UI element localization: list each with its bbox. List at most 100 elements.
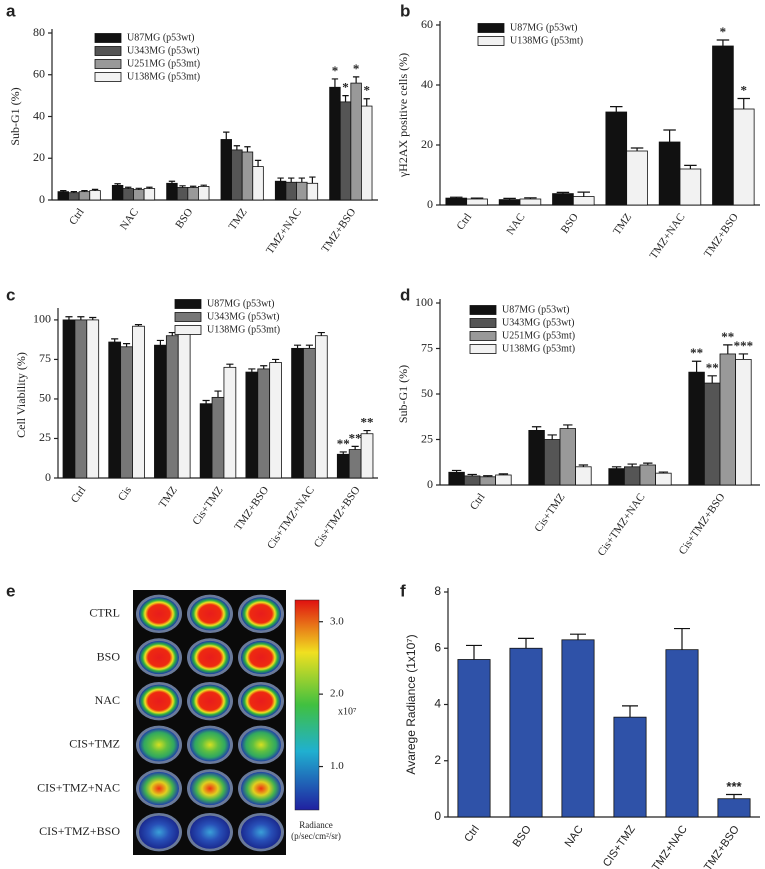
legend-swatch: [174, 312, 202, 322]
y-tick-label: 40: [33, 108, 45, 122]
bar-chart: 0 25 50 75 100 Sub-G1 (%) Ctrl Cis+TMZ Cis+TMZ+N…: [396, 295, 760, 558]
bar: [688, 371, 705, 486]
error-bar: [254, 159, 262, 167]
error-bar: [200, 184, 207, 187]
bar: [495, 474, 512, 486]
error-bar: [737, 97, 750, 109]
significance-label: *: [353, 61, 360, 76]
bar: [448, 471, 465, 486]
significance-label: **: [690, 345, 703, 360]
error-bar: [65, 316, 73, 320]
bar: [143, 188, 156, 201]
error-bar: [331, 78, 339, 88]
x-tick-label: Ctrl: [67, 206, 87, 227]
bar: [269, 362, 282, 479]
row-label: CIS+TMZ+NAC: [37, 780, 120, 794]
error-bar: [363, 429, 371, 434]
bar: [78, 191, 91, 201]
bar-chart: 0 2 4 6 8 Avarege Radiance (1x10⁷) Ctrl BSO NAC C…: [404, 584, 760, 869]
legend-label: U87MG (p53wt): [502, 304, 570, 315]
bar-chart: 0 25 50 75 100 Cell Viability (%) Ctrl Cis TMZ Ci…: [14, 298, 378, 551]
legend-label: U138MG (p53mt): [510, 35, 583, 46]
bar: [62, 319, 76, 479]
error-bar: [298, 177, 305, 183]
x-tick-label: TMZ+BSO: [702, 211, 741, 260]
bar: [187, 187, 199, 201]
error-bar: [189, 185, 197, 188]
bar: [291, 347, 304, 479]
bar: [350, 82, 362, 201]
bar: [658, 141, 681, 206]
error-bar: [726, 793, 742, 799]
error-bar: [60, 190, 67, 192]
bar: [199, 403, 213, 479]
x-tick-label: TMZ: [157, 484, 180, 510]
x-tick-label: Cis+TMZ+NAC: [596, 491, 648, 558]
x-tick-label: Ctrl: [69, 484, 89, 505]
well-signal: [190, 684, 230, 718]
legend-label: U343MG (p53wt): [207, 311, 280, 322]
well-signal: [190, 771, 230, 806]
error-bar: [277, 177, 284, 182]
error-bar: [77, 316, 85, 320]
bar: [132, 325, 145, 479]
y-tick-label: 40: [421, 77, 433, 91]
bar: [220, 139, 232, 201]
bar: [509, 647, 543, 818]
error-bar: [547, 434, 557, 440]
x-tick-label: Cis+TMZ+BSO: [677, 491, 728, 557]
legend-label: U138MG (p53mt): [207, 324, 280, 335]
bar: [717, 798, 751, 818]
legend-swatch: [469, 318, 497, 328]
bar: [348, 449, 362, 479]
x-tick-label: Ctrl: [462, 824, 482, 845]
x-tick-label: TMZ: [227, 206, 250, 232]
row-label: CIS+TMZ: [69, 737, 120, 751]
error-bar: [674, 627, 690, 650]
bar: [303, 347, 316, 479]
bar: [257, 368, 271, 479]
bar: [732, 108, 755, 206]
error-bar: [556, 191, 570, 194]
error-bar: [309, 176, 316, 184]
imaging-panel: CTRL BSO NAC CIS+TMZ CIS+TMZ+NAC CIS+TMZ+BSO 3…: [37, 590, 357, 855]
y-tick-label: 75: [39, 351, 51, 365]
error-bar: [577, 191, 590, 197]
legend-swatch: [94, 33, 122, 43]
row-label: NAC: [95, 693, 120, 707]
error-bar: [622, 705, 638, 718]
error-bar: [738, 353, 749, 360]
legend-swatch: [477, 36, 505, 46]
bar: [231, 149, 243, 201]
bar: [360, 433, 374, 479]
panel-letter: b: [400, 1, 410, 20]
error-bar: [202, 399, 210, 404]
significance-label: ***: [726, 779, 742, 794]
bar: [575, 466, 592, 486]
bar: [519, 198, 542, 206]
bar: [111, 184, 124, 201]
legend-swatch: [94, 59, 122, 69]
bar: [552, 193, 574, 206]
significance-label: **: [361, 415, 374, 430]
legend-swatch: [477, 23, 505, 33]
error-bar: [226, 363, 234, 368]
error-bar: [168, 180, 176, 184]
bar: [613, 716, 647, 818]
y-tick-label: 100: [33, 312, 51, 326]
well-signal: [139, 597, 179, 631]
y-tick-label: 0: [434, 809, 441, 823]
panel-letter: e: [6, 581, 15, 600]
well-signal: [139, 728, 179, 762]
significance-label: **: [349, 430, 362, 445]
y-tick-label: 0: [427, 477, 433, 491]
error-bar: [498, 473, 509, 475]
bar: [122, 188, 134, 201]
error-bar: [691, 360, 702, 373]
error-bar: [610, 106, 623, 112]
x-tick-label: NAC: [563, 823, 586, 849]
x-tick-label: Cis+TMZ+BSO: [312, 484, 363, 550]
error-bar: [684, 164, 697, 169]
image-background: [133, 590, 286, 855]
